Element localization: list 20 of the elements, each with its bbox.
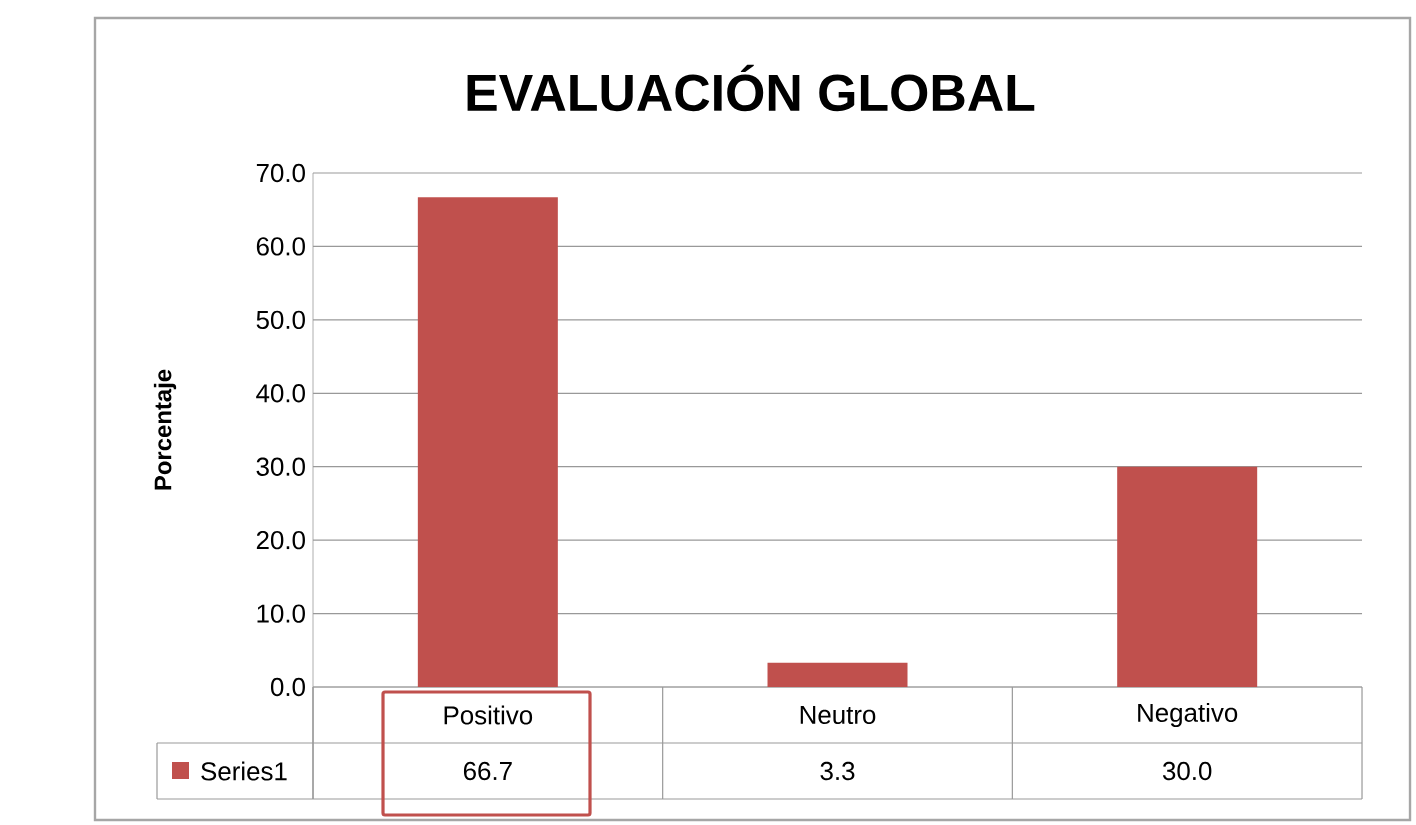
x-tick-label: Positivo [444, 705, 533, 725]
y-tick-label: 20.0 [256, 530, 305, 550]
data-label: 30.0 [1162, 761, 1212, 781]
data-label: 3.3 [820, 761, 855, 781]
bar [767, 662, 908, 687]
y-tick-label: 40.0 [256, 384, 305, 403]
y-tick-label: 60.0 [256, 237, 305, 256]
data-label: 66.7 [463, 761, 512, 781]
y-axis-title: Porcentaje [153, 369, 177, 490]
y-tick-label: 70.0 [256, 163, 305, 183]
bar [417, 197, 558, 687]
legend-label: Series1 [201, 761, 287, 781]
y-tick-label: 0.0 [270, 677, 305, 697]
y-tick-label: 10.0 [257, 604, 305, 623]
x-tick-label: Neutro [800, 705, 876, 725]
y-tick-label: 50.0 [256, 310, 305, 330]
y-tick-label: 30.0 [256, 457, 305, 476]
x-tick-label: Negativo [1138, 702, 1238, 728]
chart-title: EVALUACIÓN GLOBAL [467, 64, 1035, 112]
bar [1117, 466, 1258, 687]
